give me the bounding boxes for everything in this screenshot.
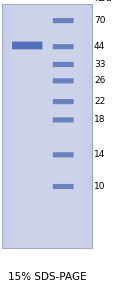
FancyBboxPatch shape bbox=[53, 18, 74, 23]
FancyBboxPatch shape bbox=[53, 184, 74, 189]
FancyBboxPatch shape bbox=[53, 44, 74, 49]
Text: 15% SDS-PAGE: 15% SDS-PAGE bbox=[8, 272, 86, 282]
Text: 10: 10 bbox=[94, 182, 106, 191]
Bar bbox=[11, 4, 83, 248]
Text: 44: 44 bbox=[94, 42, 105, 51]
FancyBboxPatch shape bbox=[53, 117, 74, 122]
Text: 26: 26 bbox=[94, 76, 105, 85]
Bar bbox=[2, 4, 92, 248]
FancyBboxPatch shape bbox=[12, 42, 42, 49]
FancyBboxPatch shape bbox=[53, 99, 74, 104]
Text: 14: 14 bbox=[94, 150, 105, 159]
Text: 18: 18 bbox=[94, 116, 106, 124]
Text: kDa: kDa bbox=[94, 0, 112, 3]
FancyBboxPatch shape bbox=[53, 152, 74, 158]
Text: 70: 70 bbox=[94, 16, 106, 25]
Text: 33: 33 bbox=[94, 60, 106, 69]
Text: 22: 22 bbox=[94, 97, 105, 106]
FancyBboxPatch shape bbox=[53, 78, 74, 83]
FancyBboxPatch shape bbox=[53, 62, 74, 67]
